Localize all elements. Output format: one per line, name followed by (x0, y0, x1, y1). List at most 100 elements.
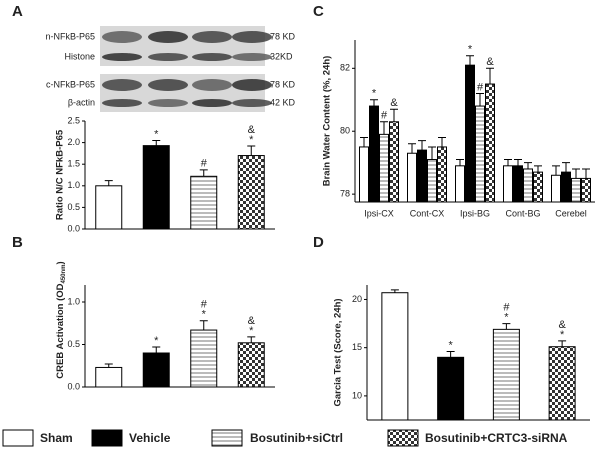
significance-mark: * (560, 329, 565, 341)
error-bar (502, 323, 511, 330)
bar (95, 366, 123, 388)
y-tick-label: 20 (352, 294, 362, 304)
x-tick-label: Cont-CX (410, 208, 445, 218)
y-tick-label: 0.5 (67, 202, 80, 212)
significance-mark: # (381, 110, 388, 122)
significance-mark: & (390, 97, 398, 109)
bar (389, 121, 399, 203)
error-bar (476, 92, 484, 107)
y-tick-label: 82 (340, 63, 350, 73)
error-bar (486, 67, 494, 85)
y-tick-label: 0.0 (67, 381, 80, 391)
bar (571, 177, 581, 203)
bar (455, 165, 465, 203)
significance-mark: * (468, 44, 473, 56)
blot-size: 78 KD (270, 79, 296, 89)
x-tick-label: Ipsi-CX (364, 208, 394, 218)
bar (581, 177, 591, 203)
y-tick-label: 2.0 (67, 137, 80, 147)
significance-mark: & (248, 315, 256, 327)
bar (142, 352, 170, 388)
error-bar (199, 320, 208, 331)
y-tick-label: 80 (340, 126, 350, 136)
y-tick-label: 1.0 (67, 296, 80, 306)
bar (369, 105, 379, 203)
error-bar (438, 137, 446, 147)
error-bar (446, 351, 455, 358)
significance-mark: * (504, 311, 509, 323)
legend-swatch (387, 429, 419, 447)
error-bar (418, 140, 426, 151)
bar (359, 146, 369, 203)
error-bar (104, 180, 113, 186)
bar (379, 133, 389, 203)
legend-label: Vehicle (129, 431, 171, 445)
error-bar (199, 169, 208, 177)
bar (237, 342, 265, 388)
blot-band (148, 79, 188, 91)
blot-band (232, 53, 272, 61)
significance-mark: & (486, 56, 494, 68)
bar (381, 292, 409, 421)
y-axis-label: CREB Activation (OD450nm) (55, 261, 67, 378)
blot-band (102, 99, 142, 107)
y-tick-label: 2.5 (67, 115, 80, 125)
legend-swatch (211, 429, 243, 447)
blot-size: 32KD (270, 51, 293, 61)
error-bar (524, 162, 532, 169)
y-axis-label: Garcia Test (Score, 24h) (333, 298, 344, 406)
error-bar (104, 363, 113, 368)
significance-mark: # (201, 158, 208, 170)
bar (551, 174, 561, 203)
y-tick-label: 15 (352, 342, 362, 352)
bar (561, 171, 571, 203)
bar (142, 145, 170, 230)
significance-mark: * (249, 134, 254, 146)
blot-band (192, 53, 232, 61)
error-bar (408, 143, 416, 154)
blot-band (148, 53, 188, 61)
bar (465, 64, 475, 203)
bar (533, 171, 543, 203)
error-bar (562, 162, 570, 173)
significance-mark: # (503, 301, 510, 313)
error-bar (552, 165, 560, 176)
blot-label: Histone (64, 51, 95, 61)
significance-mark: * (249, 325, 254, 337)
bar (190, 175, 218, 230)
error-bar (466, 55, 474, 66)
blot-band (192, 99, 232, 107)
bar (237, 155, 265, 230)
legend-label: Sham (40, 431, 73, 445)
bar (513, 165, 523, 203)
error-bar (390, 289, 399, 293)
bar (190, 329, 218, 388)
bar (417, 149, 427, 203)
y-tick-label: 10 (352, 390, 362, 400)
error-bar (390, 108, 398, 122)
bar (437, 356, 465, 421)
blot-label: n-NFkB-P65 (45, 31, 95, 41)
legend-label: Bosutinib+siCtrl (250, 431, 343, 445)
y-tick-label: 0.5 (67, 339, 80, 349)
error-bar (247, 145, 256, 156)
blot-label: c-NFkB-P65 (46, 79, 95, 89)
panel-label: C (313, 3, 324, 20)
bar (485, 83, 495, 203)
y-tick-label: 0.0 (67, 223, 80, 233)
legend-label: Bosutinib+CRTC3-siRNA (425, 431, 568, 445)
blot-band (102, 53, 142, 61)
x-tick-label: Cont-BG (505, 208, 540, 218)
blot-band (102, 79, 142, 91)
blot-band (232, 79, 272, 91)
bar (427, 159, 437, 203)
error-bar (514, 159, 522, 166)
significance-mark: * (154, 128, 159, 140)
blot-band (192, 79, 232, 91)
error-bar (152, 346, 161, 353)
blot-size: 42 KD (270, 97, 296, 107)
y-tick-label: 78 (340, 189, 350, 199)
panel-label: A (12, 3, 23, 20)
blot-band (102, 31, 142, 43)
x-tick-label: Cerebel (555, 208, 587, 218)
